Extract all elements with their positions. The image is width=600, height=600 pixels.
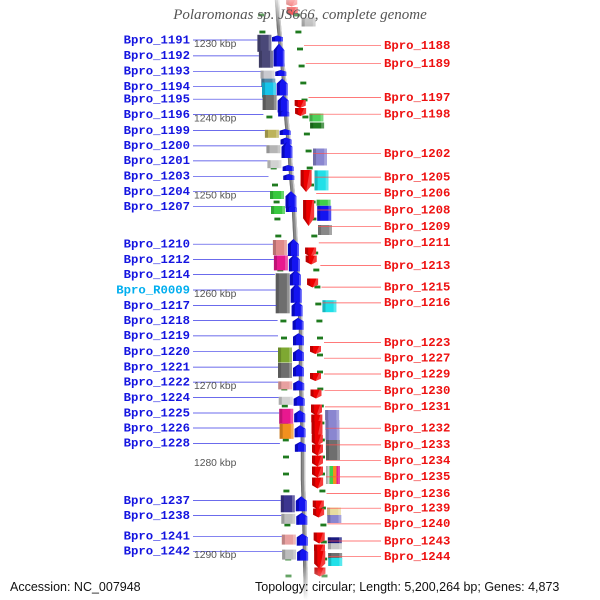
svg-text:Bpro_1188: Bpro_1188 <box>384 39 450 53</box>
svg-text:Bpro_1221: Bpro_1221 <box>124 360 190 374</box>
svg-text:Bpro_1212: Bpro_1212 <box>124 253 190 267</box>
svg-text:Bpro_1203: Bpro_1203 <box>124 170 190 184</box>
svg-text:Bpro_1220: Bpro_1220 <box>124 345 190 359</box>
svg-text:Bpro_1237: Bpro_1237 <box>124 494 190 508</box>
svg-text:Bpro_1213: Bpro_1213 <box>384 259 450 273</box>
svg-text:Bpro_1207: Bpro_1207 <box>124 200 190 214</box>
svg-text:Bpro_1201: Bpro_1201 <box>124 154 190 168</box>
svg-text:Bpro_1234: Bpro_1234 <box>384 454 451 468</box>
svg-text:Bpro_1199: Bpro_1199 <box>124 124 190 138</box>
svg-text:Bpro_1229: Bpro_1229 <box>384 367 450 381</box>
svg-text:Bpro_1236: Bpro_1236 <box>384 487 450 501</box>
svg-text:Bpro_1241: Bpro_1241 <box>124 530 190 544</box>
svg-text:Bpro_1217: Bpro_1217 <box>124 299 190 313</box>
svg-text:1230 kbp: 1230 kbp <box>194 39 237 50</box>
svg-text:Bpro_1196: Bpro_1196 <box>124 108 190 122</box>
svg-text:Bpro_1222: Bpro_1222 <box>124 375 190 389</box>
svg-text:Bpro_1214: Bpro_1214 <box>124 268 191 282</box>
svg-text:Bpro_1216: Bpro_1216 <box>384 296 450 310</box>
svg-text:Bpro_1239: Bpro_1239 <box>384 502 450 516</box>
svg-text:Bpro_1240: Bpro_1240 <box>384 517 450 531</box>
svg-text:Bpro_1191: Bpro_1191 <box>124 33 190 47</box>
svg-text:Bpro_1208: Bpro_1208 <box>384 203 450 217</box>
svg-text:Bpro_1230: Bpro_1230 <box>384 384 450 398</box>
svg-text:Bpro_1200: Bpro_1200 <box>124 139 190 153</box>
svg-text:Bpro_1227: Bpro_1227 <box>384 352 450 366</box>
svg-text:Bpro_1205: Bpro_1205 <box>384 170 450 184</box>
svg-text:Bpro_1226: Bpro_1226 <box>124 421 190 435</box>
svg-text:Bpro_1211: Bpro_1211 <box>384 236 450 250</box>
svg-text:Bpro_1195: Bpro_1195 <box>124 93 190 107</box>
svg-text:Bpro_1224: Bpro_1224 <box>124 391 191 405</box>
svg-text:Bpro_1189: Bpro_1189 <box>384 57 450 71</box>
svg-text:Bpro_1235: Bpro_1235 <box>384 470 450 484</box>
svg-text:Bpro_1204: Bpro_1204 <box>124 185 191 199</box>
svg-text:Bpro_1206: Bpro_1206 <box>384 187 450 201</box>
svg-text:Bpro_1202: Bpro_1202 <box>384 147 450 161</box>
svg-text:Bpro_1197: Bpro_1197 <box>384 91 450 105</box>
svg-text:Bpro_1225: Bpro_1225 <box>124 406 190 420</box>
svg-text:Bpro_1219: Bpro_1219 <box>124 329 190 343</box>
svg-text:1260 kbp: 1260 kbp <box>194 289 237 300</box>
svg-text:Bpro_1210: Bpro_1210 <box>124 238 190 252</box>
svg-text:Bpro_1228: Bpro_1228 <box>124 437 190 451</box>
svg-text:Bpro_1192: Bpro_1192 <box>124 49 190 63</box>
svg-text:Bpro_1244: Bpro_1244 <box>384 550 451 564</box>
svg-text:Bpro_R0009: Bpro_R0009 <box>116 283 190 297</box>
svg-text:Bpro_1238: Bpro_1238 <box>124 509 190 523</box>
svg-text:1270 kbp: 1270 kbp <box>194 381 237 392</box>
svg-text:Bpro_1223: Bpro_1223 <box>384 336 450 350</box>
svg-text:1280 kbp: 1280 kbp <box>194 458 237 469</box>
svg-text:Bpro_1242: Bpro_1242 <box>124 545 190 559</box>
svg-text:Bpro_1243: Bpro_1243 <box>384 534 450 548</box>
svg-text:1290 kbp: 1290 kbp <box>194 550 237 561</box>
svg-text:Bpro_1231: Bpro_1231 <box>384 400 450 414</box>
svg-text:Bpro_1233: Bpro_1233 <box>384 438 450 452</box>
svg-text:Bpro_1209: Bpro_1209 <box>384 220 450 234</box>
svg-text:Bpro_1232: Bpro_1232 <box>384 422 450 436</box>
svg-text:Bpro_1215: Bpro_1215 <box>384 280 450 294</box>
svg-text:Bpro_1218: Bpro_1218 <box>124 314 190 328</box>
svg-text:1250 kbp: 1250 kbp <box>194 191 237 202</box>
svg-text:1240 kbp: 1240 kbp <box>194 114 237 125</box>
svg-text:Bpro_1193: Bpro_1193 <box>124 65 190 79</box>
svg-text:Bpro_1198: Bpro_1198 <box>384 108 450 122</box>
